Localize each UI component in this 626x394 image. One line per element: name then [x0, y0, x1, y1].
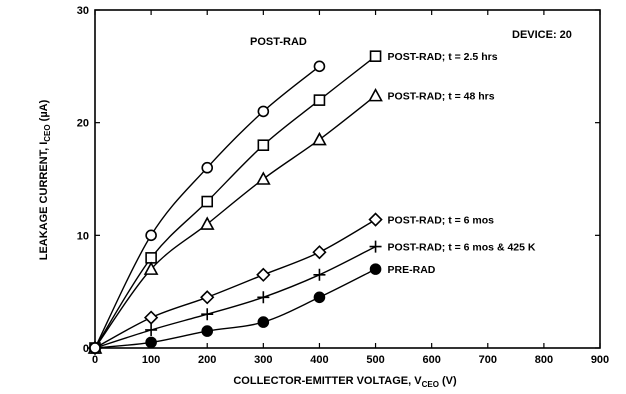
y-axis-title-subscript: CEO	[43, 124, 52, 141]
series-curve-square	[94, 55, 377, 349]
data-point-circle	[313, 60, 326, 73]
x-tick-label: 100	[142, 354, 160, 366]
data-point-diamond	[143, 310, 159, 325]
data-point-filled-circle	[145, 336, 157, 349]
x-axis-title: COLLECTOR-EMITTER VOLTAGE, VCEO (V)	[233, 375, 457, 389]
data-point-plus	[201, 308, 214, 321]
legend-marker-diamond	[368, 212, 383, 227]
data-point-circle	[89, 342, 101, 354]
y-tick-label: 0	[83, 343, 89, 355]
data-point-square	[257, 139, 270, 151]
series-curve-circle	[94, 65, 320, 349]
x-axis-title-unit: (V)	[439, 375, 457, 387]
markers	[87, 60, 327, 356]
data-point-plus	[257, 291, 270, 304]
x-tick-label: 800	[535, 354, 553, 366]
y-axis-title-main: LEAKAGE CURRENT, I	[38, 142, 50, 261]
series-curve-triangle	[94, 95, 377, 349]
axes: 0 100 200 300 400 500 600 700 800 900 0 10 20 30	[77, 5, 609, 366]
data-point-square	[313, 94, 326, 106]
series-curve-filled-circle	[94, 268, 376, 349]
x-axis-title-main: COLLECTOR-EMITTER VOLTAGE, V	[233, 375, 422, 387]
data-point-triangle	[312, 131, 327, 146]
x-tick-label: 400	[310, 354, 328, 366]
x-tick-label: 700	[479, 354, 497, 366]
data-point-triangle	[143, 261, 159, 275]
y-tick-label: 10	[77, 230, 89, 242]
data-point-circle	[257, 105, 270, 118]
x-tick-label: 0	[92, 354, 98, 366]
series-curve-diamond	[94, 218, 376, 349]
legend-label-triangle: POST-RAD; t = 48 hrs	[388, 91, 495, 103]
x-tick-label: 200	[198, 354, 216, 366]
legend-marker-triangle	[368, 87, 383, 102]
x-tick-label: 900	[591, 354, 609, 366]
legend-marker-plus	[369, 240, 382, 253]
data-point-filled-circle	[257, 316, 270, 328]
legend-label-plus: POST-RAD; t = 6 mos & 425 K	[388, 242, 536, 254]
series-curve-plus	[94, 245, 376, 349]
plot-frame	[94, 9, 601, 349]
data-point-square	[145, 252, 157, 264]
x-tick-label: 500	[366, 354, 384, 366]
data-point-diamond	[256, 267, 271, 282]
x-axis-title-subscript: CEO	[422, 380, 439, 389]
data-point-triangle	[255, 171, 271, 185]
x-tick-label: 300	[254, 354, 272, 366]
data-point-circle	[145, 229, 157, 242]
y-axis-title: LEAKAGE CURRENT, ICEO (µA)	[38, 99, 52, 260]
legend-marker-filled-circle	[369, 263, 382, 275]
data-point-filled-circle	[201, 325, 214, 337]
y-tick-label: 30	[77, 5, 89, 17]
y-tick-label: 20	[77, 118, 89, 130]
data-point-triangle	[199, 216, 215, 230]
annotation-post-rad: POST-RAD	[250, 36, 307, 48]
data-point-filled-circle	[313, 291, 326, 304]
data-point-plus	[313, 268, 326, 281]
legend-label-square: POST-RAD; t = 2.5 hrs	[388, 51, 498, 63]
data-point-circle	[201, 161, 214, 174]
x-tick-label: 600	[422, 354, 440, 366]
legend: POST-RAD; t = 2.5 hrs POST-RAD; t = 48 hr…	[368, 50, 536, 276]
curves	[94, 55, 377, 349]
data-point-plus	[145, 323, 158, 336]
data-point-diamond	[200, 290, 215, 305]
y-axis-title-unit: (µA)	[38, 99, 50, 124]
legend-label-diamond: POST-RAD; t = 6 mos	[388, 215, 495, 227]
annotation-device: DEVICE: 20	[512, 29, 572, 41]
data-point-square	[201, 195, 214, 208]
legend-marker-square	[369, 50, 382, 62]
data-point-diamond	[312, 245, 327, 260]
legend-label-filled-circle: PRE-RAD	[388, 264, 436, 276]
